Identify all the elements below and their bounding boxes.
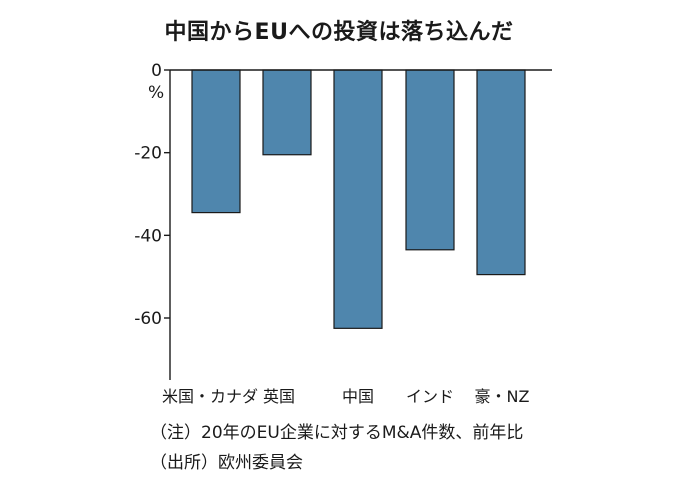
category-label: インド [406,387,454,406]
note-text: （注）20年のEU企業に対するM&A件数、前年比 [150,423,524,443]
y-ticks-group: 0 -20 -40 -60 [134,61,170,329]
y-tick-label: -60 [134,309,162,329]
category-label: 米国・カナダ [162,387,258,406]
category-label: 豪・NZ [475,387,530,406]
bars-group [191,69,526,329]
chart-title: 中国からEUへの投資は落ち込んだ [164,20,514,45]
y-tick-label: 0 [151,61,162,81]
bar-4 [476,69,526,276]
bar-3 [405,69,455,251]
bar-0 [191,69,241,214]
y-tick-label: -40 [134,226,162,246]
bar-2 [333,69,383,329]
category-label: 中国 [342,387,374,406]
source-text: （出所）欧州委員会 [150,453,303,473]
category-labels-group: 米国・カナダ 英国 中国 インド 豪・NZ [162,387,530,406]
y-unit-label: % [148,83,164,103]
y-tick-label: -20 [134,144,162,164]
bar-1 [262,69,312,156]
category-label: 英国 [263,387,295,406]
